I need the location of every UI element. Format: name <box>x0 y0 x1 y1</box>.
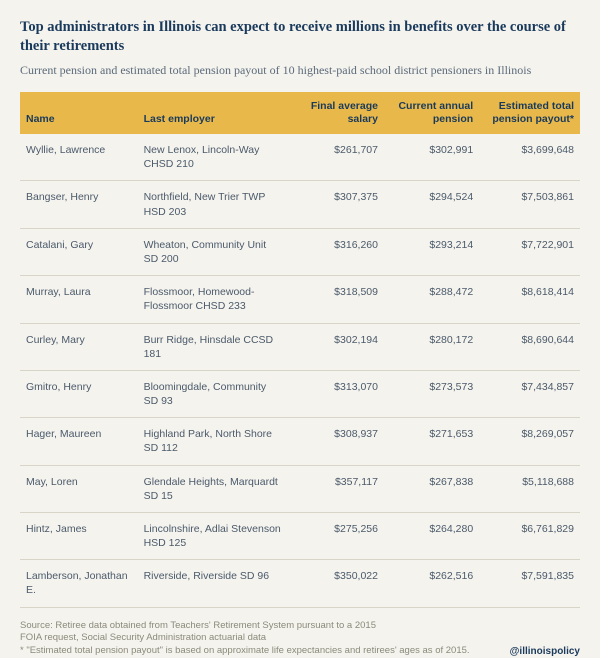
cell-pension: $288,472 <box>384 276 479 323</box>
cell-name: Bangser, Henry <box>20 181 138 228</box>
cell-salary: $302,194 <box>289 323 384 370</box>
cell-pension: $262,516 <box>384 560 479 607</box>
cell-salary: $357,117 <box>289 465 384 512</box>
cell-salary: $318,509 <box>289 276 384 323</box>
cell-total: $8,269,057 <box>479 418 580 465</box>
cell-pension: $280,172 <box>384 323 479 370</box>
cell-total: $5,118,688 <box>479 465 580 512</box>
cell-total: $8,690,644 <box>479 323 580 370</box>
cell-employer: Northfield, New Trier TWP HSD 203 <box>138 181 289 228</box>
table-row: Lamberson, Jonathan E.Riverside, Riversi… <box>20 560 580 607</box>
footer: Source: Retiree data obtained from Teach… <box>20 620 580 658</box>
cell-total: $6,761,829 <box>479 512 580 559</box>
cell-pension: $302,991 <box>384 134 479 181</box>
col-header-employer: Last employer <box>138 92 289 134</box>
cell-employer: Flossmoor, Homewood-Flossmoor CHSD 233 <box>138 276 289 323</box>
cell-salary: $350,022 <box>289 560 384 607</box>
pension-table: Name Last employer Final average salary … <box>20 92 580 608</box>
cell-name: Curley, Mary <box>20 323 138 370</box>
cell-name: Wyllie, Lawrence <box>20 134 138 181</box>
cell-total: $7,434,857 <box>479 370 580 417</box>
cell-name: Gmitro, Henry <box>20 370 138 417</box>
table-row: Catalani, GaryWheaton, Community Unit SD… <box>20 228 580 275</box>
source-line-1: Source: Retiree data obtained from Teach… <box>20 620 580 633</box>
cell-pension: $293,214 <box>384 228 479 275</box>
cell-employer: Highland Park, North Shore SD 112 <box>138 418 289 465</box>
cell-employer: Wheaton, Community Unit SD 200 <box>138 228 289 275</box>
table-row: Hager, MaureenHighland Park, North Shore… <box>20 418 580 465</box>
cell-salary: $308,937 <box>289 418 384 465</box>
cell-salary: $313,070 <box>289 370 384 417</box>
col-header-name: Name <box>20 92 138 134</box>
table-row: Murray, LauraFlossmoor, Homewood-Flossmo… <box>20 276 580 323</box>
cell-pension: $267,838 <box>384 465 479 512</box>
cell-employer: New Lenox, Lincoln-Way CHSD 210 <box>138 134 289 181</box>
cell-total: $7,722,901 <box>479 228 580 275</box>
col-header-pension: Current annual pension <box>384 92 479 134</box>
col-header-salary: Final average salary <box>289 92 384 134</box>
table-header-row: Name Last employer Final average salary … <box>20 92 580 134</box>
table-row: Gmitro, HenryBloomingdale, Community SD … <box>20 370 580 417</box>
cell-name: May, Loren <box>20 465 138 512</box>
cell-employer: Lincolnshire, Adlai Stevenson HSD 125 <box>138 512 289 559</box>
footnote: * "Estimated total pension payout" is ba… <box>20 645 580 658</box>
table-row: Wyllie, LawrenceNew Lenox, Lincoln-Way C… <box>20 134 580 181</box>
cell-name: Lamberson, Jonathan E. <box>20 560 138 607</box>
cell-pension: $264,280 <box>384 512 479 559</box>
cell-name: Catalani, Gary <box>20 228 138 275</box>
table-row: Curley, MaryBurr Ridge, Hinsdale CCSD 18… <box>20 323 580 370</box>
twitter-handle: @illinoispolicy <box>510 645 580 658</box>
source-line-2: FOIA request, Social Security Administra… <box>20 632 580 645</box>
cell-salary: $307,375 <box>289 181 384 228</box>
cell-employer: Bloomingdale, Community SD 93 <box>138 370 289 417</box>
table-row: Bangser, HenryNorthfield, New Trier TWP … <box>20 181 580 228</box>
cell-pension: $271,653 <box>384 418 479 465</box>
cell-total: $3,699,648 <box>479 134 580 181</box>
cell-salary: $261,707 <box>289 134 384 181</box>
cell-pension: $294,524 <box>384 181 479 228</box>
cell-name: Hager, Maureen <box>20 418 138 465</box>
cell-total: $8,618,414 <box>479 276 580 323</box>
cell-total: $7,503,861 <box>479 181 580 228</box>
table-row: Hintz, JamesLincolnshire, Adlai Stevenso… <box>20 512 580 559</box>
cell-name: Hintz, James <box>20 512 138 559</box>
cell-name: Murray, Laura <box>20 276 138 323</box>
cell-total: $7,591,835 <box>479 560 580 607</box>
col-header-total: Estimated total pension payout* <box>479 92 580 134</box>
cell-salary: $316,260 <box>289 228 384 275</box>
title: Top administrators in Illinois can expec… <box>20 18 580 56</box>
cell-employer: Glendale Heights, Marquardt SD 15 <box>138 465 289 512</box>
table-row: May, LorenGlendale Heights, Marquardt SD… <box>20 465 580 512</box>
cell-employer: Burr Ridge, Hinsdale CCSD 181 <box>138 323 289 370</box>
subtitle: Current pension and estimated total pens… <box>20 62 580 78</box>
cell-pension: $273,573 <box>384 370 479 417</box>
cell-employer: Riverside, Riverside SD 96 <box>138 560 289 607</box>
cell-salary: $275,256 <box>289 512 384 559</box>
